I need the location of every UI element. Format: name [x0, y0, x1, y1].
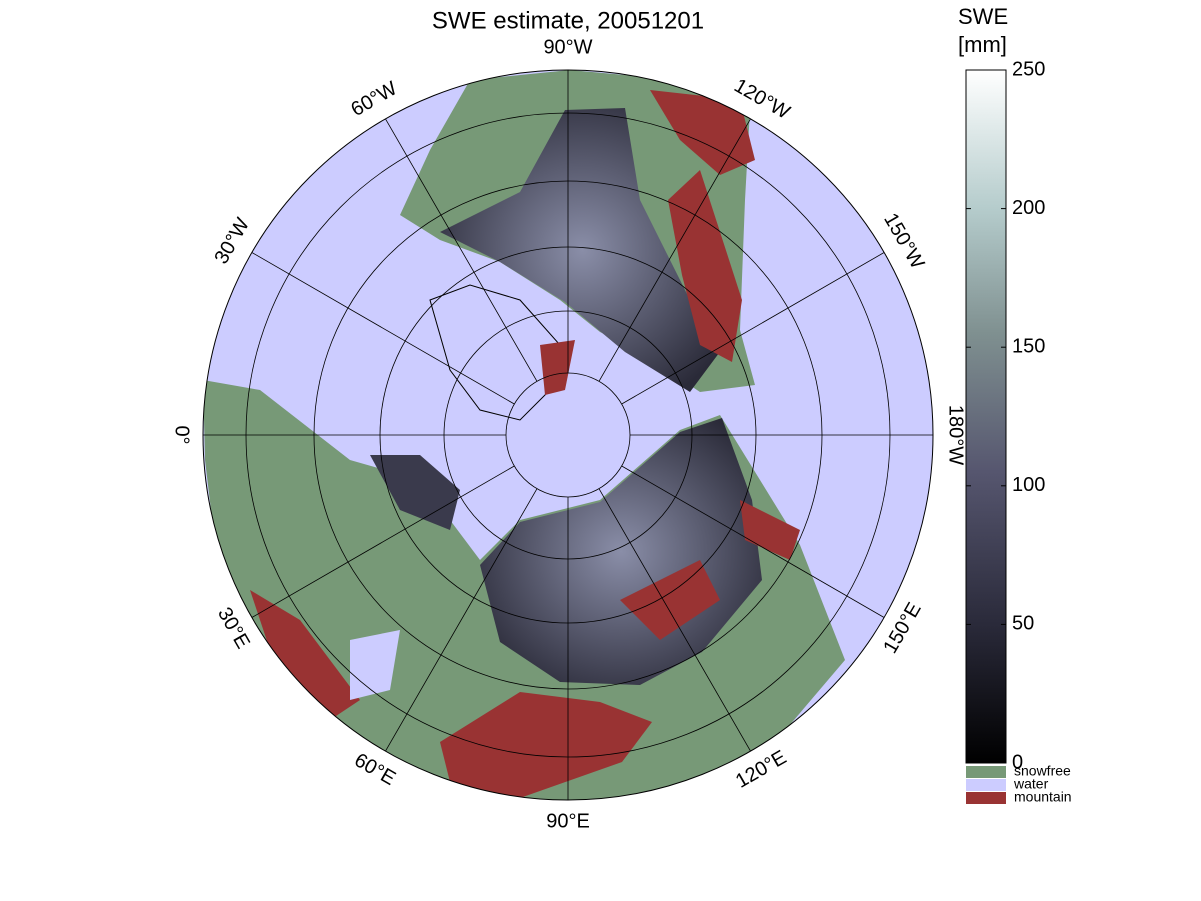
polar-map	[203, 70, 933, 800]
meridian	[598, 488, 751, 752]
map-title: SWE estimate, 20051201	[432, 7, 704, 34]
meridian-label: 90°E	[546, 810, 590, 832]
colorbar-tick-label: 50	[1012, 613, 1034, 635]
colorbar-tick-label: 150	[1012, 335, 1045, 357]
meridian	[251, 465, 515, 618]
meridian-label: 90°W	[543, 36, 592, 58]
legend-swatch	[966, 792, 1006, 804]
meridian	[385, 488, 538, 752]
colorbar-tick-label: 100	[1012, 474, 1045, 496]
mountain-area	[250, 590, 360, 720]
snow-cover	[440, 108, 725, 392]
legend-label: mountain	[1014, 789, 1072, 805]
mountain-area	[440, 692, 652, 798]
colorbar-tick-label: 250	[1012, 58, 1045, 80]
graticule	[203, 70, 933, 800]
meridian	[621, 465, 885, 618]
legend-label: water	[1013, 776, 1049, 792]
meridian-label: 180°W	[945, 405, 967, 465]
mountain-area	[620, 560, 720, 640]
legend-swatch	[966, 766, 1006, 778]
meridian	[621, 252, 885, 405]
colorbar-title: [mm]	[958, 32, 1007, 57]
mountain-area	[668, 170, 742, 362]
colorbar-title: SWE	[958, 4, 1008, 29]
colorbar-tick-label: 200	[1012, 197, 1045, 219]
meridian	[598, 118, 751, 382]
meridian	[251, 252, 515, 405]
mountain-area	[650, 90, 755, 175]
mountain-area	[540, 340, 575, 395]
colorbar	[965, 69, 1007, 764]
legend-swatch	[966, 779, 1006, 791]
legend-label: snowfree	[1014, 763, 1071, 779]
snow-cover	[370, 455, 460, 530]
map-frame	[202, 69, 934, 801]
mountain-area	[740, 500, 800, 560]
colorbar-tick-label: 0	[1012, 751, 1023, 773]
meridian-label: 0°	[171, 425, 193, 444]
meridian	[385, 118, 538, 382]
